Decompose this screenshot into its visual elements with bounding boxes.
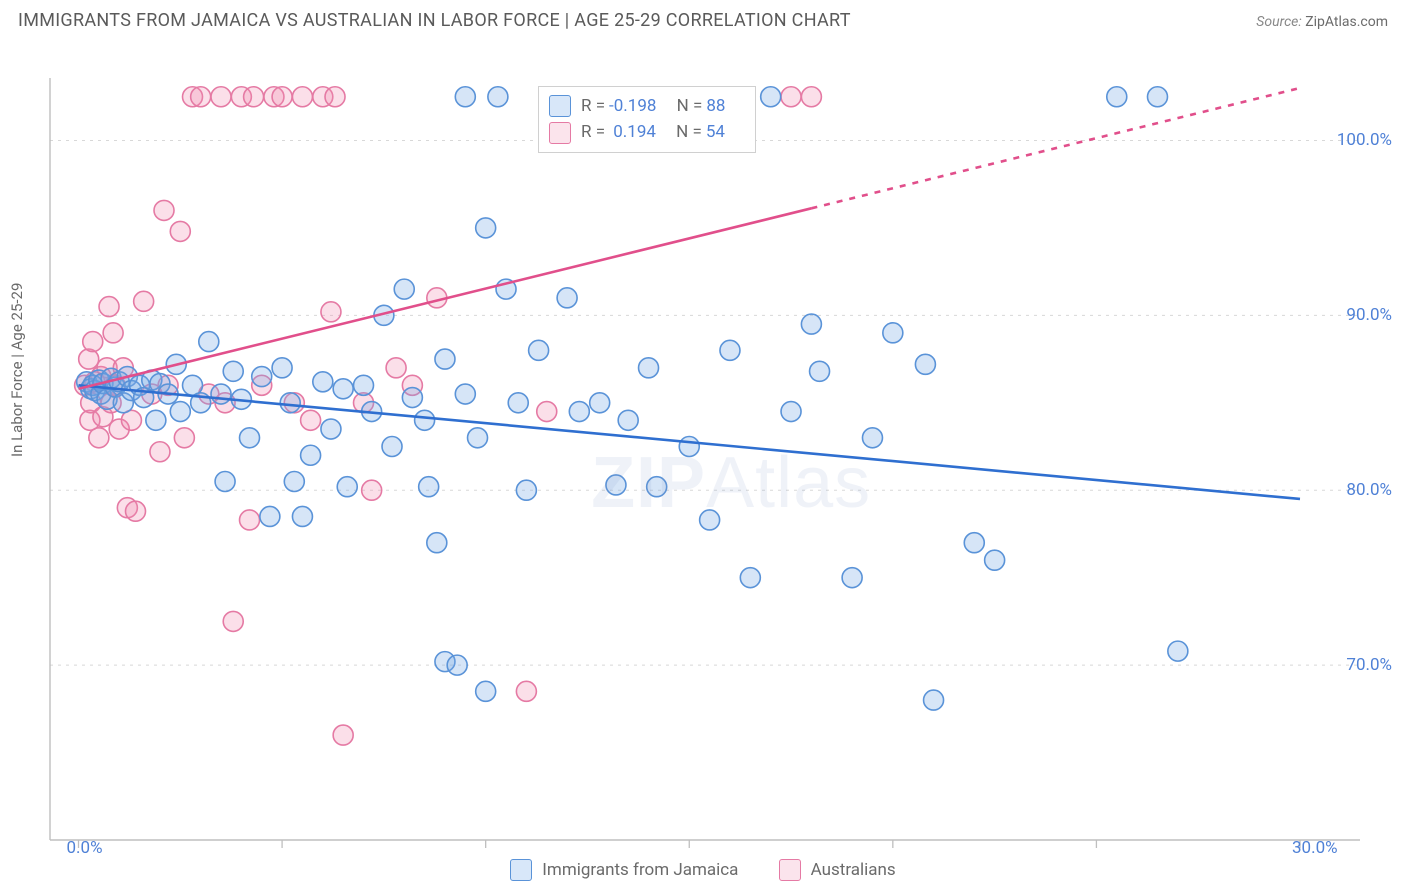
y-tick-label: 70.0% [1346,655,1392,675]
source-label: Source: [1256,14,1301,30]
legend-label-australians: Australians [811,860,896,880]
legend-label-jamaica: Immigrants from Jamaica [542,860,738,880]
correlation-legend: R =-0.198 N =88 R = 0.194 N =54 [538,86,756,153]
x-tick-label-right: 30.0% [1292,838,1338,858]
legend-item-australians: Australians [779,859,896,881]
x-tick-label-left: 0.0% [67,838,103,858]
swatch-jamaica-icon [510,859,532,881]
y-tick-label: 100.0% [1337,130,1392,150]
y-axis-label: In Labor Force | Age 25-29 [8,283,26,457]
swatch-australians-icon [779,859,801,881]
y-tick-label: 90.0% [1346,305,1392,325]
swatch-australians [549,122,571,144]
source-attribution: Source: ZipAtlas.com [1256,14,1388,30]
swatch-jamaica [549,95,571,117]
scatter-chart [0,40,1406,892]
x-axis-legend: Immigrants from Jamaica Australians [0,859,1406,886]
legend-item-jamaica: Immigrants from Jamaica [510,859,738,881]
legend-row-australians: R = 0.194 N =54 [549,119,741,145]
chart-title: IMMIGRANTS FROM JAMAICA VS AUSTRALIAN IN… [18,10,851,31]
y-tick-label: 80.0% [1346,480,1392,500]
source-value: ZipAtlas.com [1305,14,1388,30]
chart-area: In Labor Force | Age 25-29 ZIPAtlas R =-… [0,40,1406,892]
legend-row-jamaica: R =-0.198 N =88 [549,93,741,119]
